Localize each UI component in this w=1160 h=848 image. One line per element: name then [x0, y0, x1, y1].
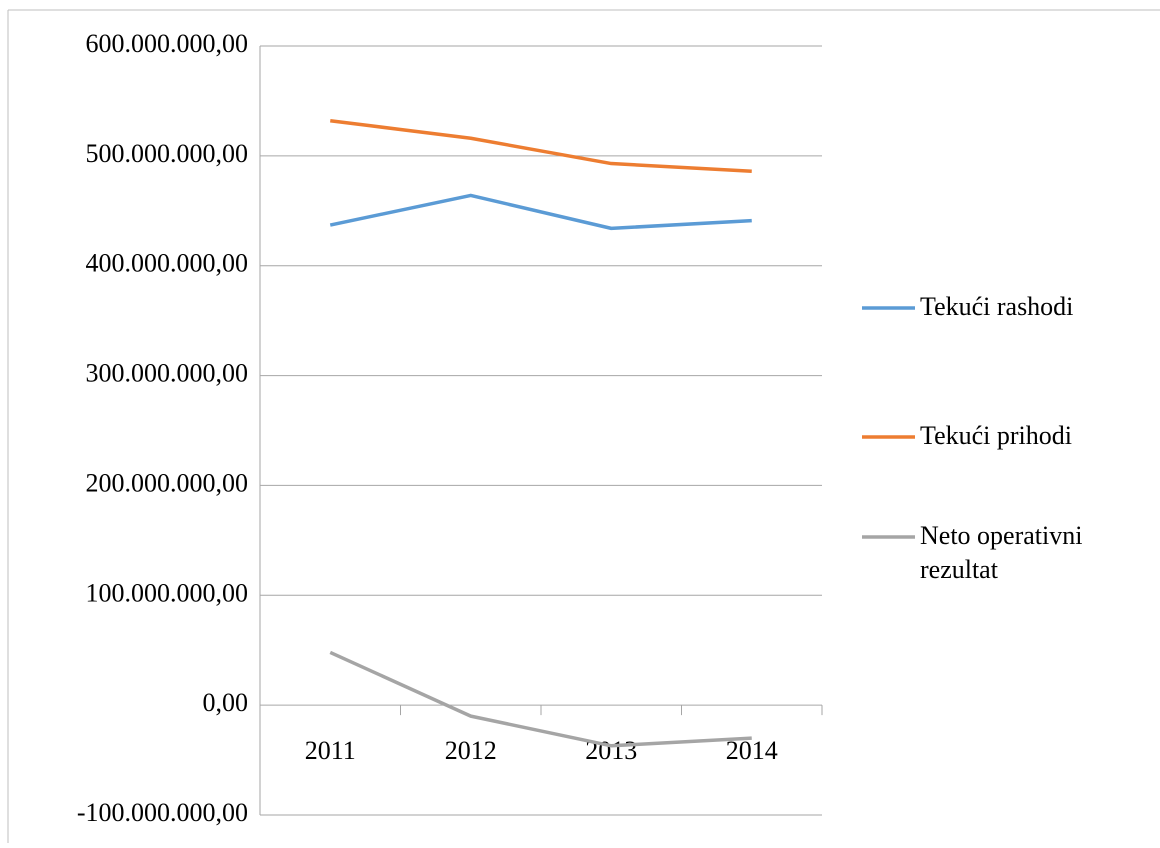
y-tick-label: 200.000.000,00	[86, 468, 249, 497]
series-line	[329, 193, 752, 231]
series-line	[330, 118, 752, 173]
y-tick-label: 300.000.000,00	[86, 359, 249, 388]
legend-label: Tekući rashodi	[920, 292, 1074, 321]
x-tick-label: 2011	[305, 736, 356, 765]
series-line	[329, 650, 752, 748]
y-tick-label: -100.000.000,00	[77, 798, 248, 827]
legend-label: Tekući prihodi	[920, 421, 1072, 450]
x-tick-label: 2014	[726, 736, 778, 765]
y-tick-label: 100.000.000,00	[86, 578, 249, 607]
y-tick-label: 500.000.000,00	[86, 139, 249, 168]
y-tick-label: 600.000.000,00	[86, 29, 249, 58]
y-tick-label: 400.000.000,00	[86, 249, 249, 278]
x-tick-label: 2012	[445, 736, 497, 765]
y-tick-label: 0,00	[203, 688, 249, 717]
legend-label: Neto operativni rezultat	[920, 521, 1083, 584]
